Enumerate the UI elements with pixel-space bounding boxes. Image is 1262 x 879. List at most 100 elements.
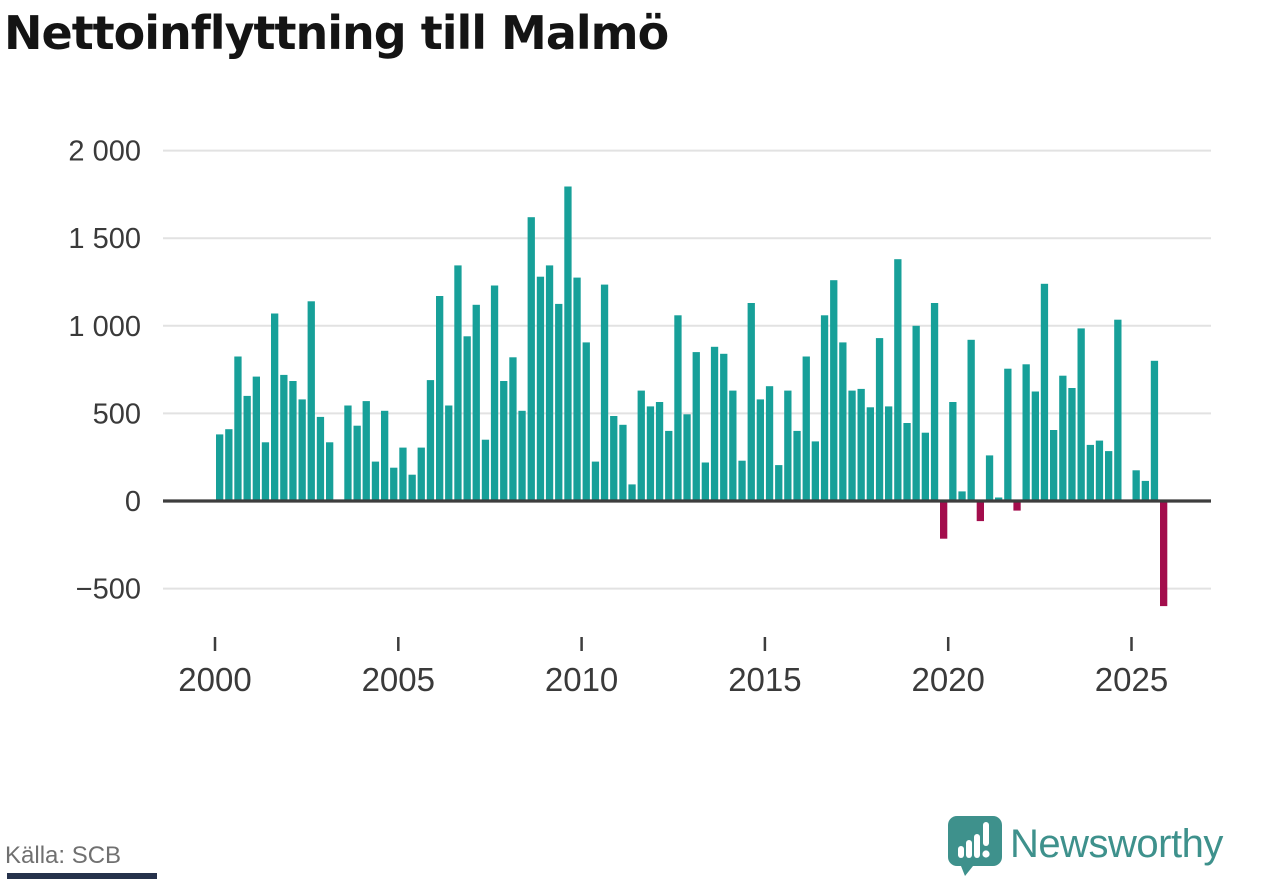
bar-2015Q4 (793, 430, 801, 501)
bar-2025Q2 (1141, 480, 1149, 501)
bar-2015Q1 (765, 386, 774, 501)
bar-2006Q4 (463, 336, 471, 501)
bar-2011Q3 (637, 390, 645, 501)
bar-2012Q4 (683, 414, 691, 501)
bar-2022Q1 (1022, 364, 1030, 501)
bar-2024Q1 (1095, 440, 1104, 501)
exclamation-stem (983, 822, 989, 846)
newsworthy-pin-chart-icon (948, 816, 1002, 876)
mini-bar-3 (974, 834, 980, 858)
bar-2020Q1 (949, 402, 957, 501)
bar-2011Q2 (628, 484, 636, 501)
bar-2024Q2 (1105, 451, 1113, 501)
source-label: Källa: SCB (5, 842, 122, 869)
bar-2002Q2 (298, 399, 306, 501)
bar-2010Q1 (582, 342, 590, 501)
exclamation-dot (982, 850, 990, 858)
bar-2010Q3 (600, 284, 609, 501)
bar-2020Q2 (958, 491, 966, 501)
bar-2020Q4 (976, 501, 984, 522)
bar-2009Q4 (573, 277, 581, 501)
bar-2014Q3 (747, 303, 755, 501)
bar-2000Q4 (243, 395, 251, 501)
y-tick-label-2000: 2 000 (68, 136, 141, 168)
bar-2020Q3 (967, 339, 975, 501)
y-tick-label-1500: 1 500 (68, 223, 141, 255)
bar-2006Q2 (445, 405, 453, 501)
bar-2004Q3 (381, 410, 389, 501)
bar-2022Q2 (1031, 391, 1039, 501)
bar-2016Q2 (811, 441, 819, 501)
y-tick-label--500: −500 (76, 574, 141, 606)
bar-2007Q1 (472, 304, 480, 501)
y-tick-label-500: 500 (93, 398, 141, 430)
bar-2024Q3 (1114, 319, 1122, 501)
bar-2003Q3 (344, 405, 352, 501)
bar-2019Q3 (930, 303, 939, 501)
x-tick-label-2020: 2020 (911, 661, 984, 698)
bar-2002Q3 (307, 301, 315, 501)
bar-2019Q1 (912, 325, 920, 501)
x-tick-label-2010: 2010 (545, 661, 618, 698)
mini-bar-1 (958, 846, 964, 858)
bar-2014Q4 (756, 399, 764, 501)
x-tick-label-2005: 2005 (362, 661, 435, 698)
x-tick-label-2015: 2015 (728, 661, 801, 698)
bar-2012Q3 (674, 315, 682, 501)
bar-2003Q4 (353, 425, 361, 501)
bar-2007Q2 (481, 439, 490, 501)
bar-2011Q4 (646, 406, 655, 501)
bar-2022Q4 (1050, 430, 1058, 501)
bar-2013Q2 (701, 462, 709, 501)
bar-2001Q3 (271, 313, 279, 501)
bar-2009Q2 (555, 303, 563, 501)
bar-2002Q4 (316, 416, 325, 501)
bar-2019Q2 (921, 432, 929, 501)
bar-2023Q1 (1059, 375, 1067, 501)
bar-2023Q2 (1068, 388, 1076, 501)
bar-2005Q4 (426, 380, 435, 501)
bar-2008Q4 (536, 276, 545, 501)
bar-2003Q1 (326, 442, 334, 501)
bar-2019Q4 (940, 501, 948, 539)
bar-2021Q4 (1013, 501, 1021, 511)
mini-bar-2 (966, 840, 972, 858)
bar-2004Q4 (390, 467, 398, 501)
bar-2014Q1 (729, 390, 737, 501)
bar-2007Q3 (490, 285, 499, 501)
bar-2010Q4 (610, 416, 618, 501)
bar-2006Q1 (436, 296, 444, 501)
bar-2001Q1 (252, 376, 260, 501)
bar-2017Q2 (848, 390, 856, 501)
bar-2005Q3 (417, 447, 425, 501)
bar-2014Q2 (738, 460, 746, 501)
bar-2013Q3 (710, 346, 719, 501)
bar-2011Q1 (619, 424, 627, 501)
chart-title: Nettoinflyttning till Malmö (4, 6, 669, 60)
bar-2012Q1 (655, 402, 664, 501)
bar-2009Q3 (564, 186, 572, 501)
bar-2018Q4 (903, 423, 911, 501)
bar-2017Q1 (839, 342, 847, 501)
bar-2010Q2 (591, 461, 600, 501)
bar-2008Q1 (509, 357, 517, 501)
bar-2016Q3 (820, 315, 829, 501)
bar-2022Q3 (1040, 283, 1049, 501)
bar-2025Q1 (1132, 470, 1140, 501)
bar-2009Q1 (545, 265, 554, 501)
bar-2005Q2 (408, 474, 416, 501)
bar-2002Q1 (289, 381, 297, 501)
bar-2023Q3 (1077, 328, 1085, 501)
bar-2017Q3 (857, 388, 865, 501)
bar-2016Q4 (830, 280, 838, 501)
x-tick-label-2025: 2025 (1095, 661, 1168, 698)
footer-accent-strip (7, 873, 157, 879)
bar-2013Q4 (720, 353, 728, 501)
brand-wordmark: Newsworthy (1010, 822, 1223, 866)
bar-2018Q1 (875, 338, 884, 501)
bar-2006Q3 (454, 265, 462, 501)
bar-2001Q4 (280, 374, 288, 501)
bar-2008Q3 (527, 217, 535, 501)
y-tick-label-0: 0 (125, 486, 141, 518)
